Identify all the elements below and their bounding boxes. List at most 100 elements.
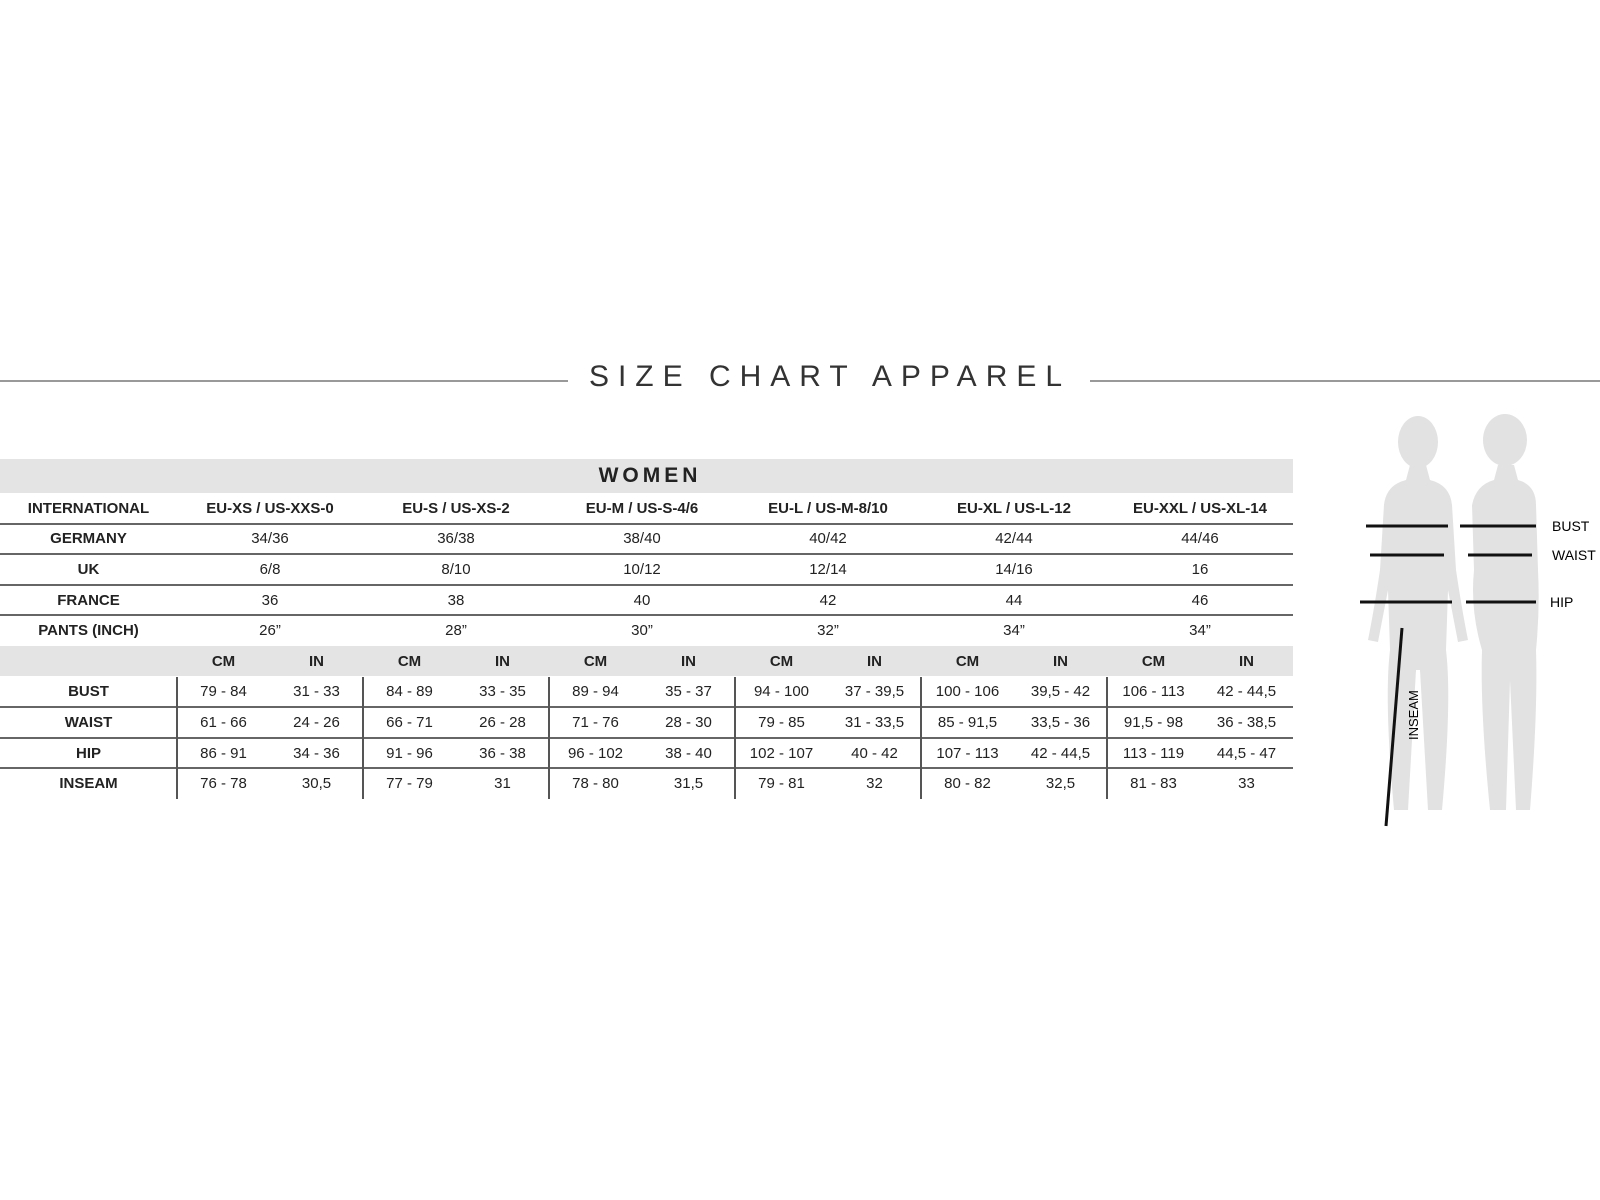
measure-cell: 38 - 40 bbox=[665, 744, 712, 762]
section-band bbox=[0, 459, 1293, 493]
measure-cell: 113 - 119 bbox=[1122, 744, 1185, 762]
measure-cell: 39,5 - 42 bbox=[1030, 683, 1091, 701]
size-cell: 32” bbox=[817, 622, 839, 640]
column-rule bbox=[734, 676, 736, 799]
title-rule bbox=[1090, 380, 1600, 382]
header-cell: EU-XXL / US-XL-14 bbox=[1133, 499, 1267, 517]
measure-cell: 79 - 81 bbox=[758, 775, 805, 793]
row-label: HIP bbox=[75, 744, 101, 762]
size-cell: 38 bbox=[447, 591, 465, 609]
measure-cell: 89 - 94 bbox=[572, 683, 619, 701]
measure-cell: 40 - 42 bbox=[851, 744, 898, 762]
column-rule bbox=[362, 676, 364, 799]
measure-cell: 91,5 - 98 bbox=[1123, 713, 1184, 731]
measure-cell: 81 - 83 bbox=[1130, 775, 1177, 793]
arrows bbox=[1360, 524, 1536, 827]
measure-cell: 32 bbox=[866, 775, 883, 793]
row-label: FRANCE bbox=[57, 591, 120, 609]
row-label: INSEAM bbox=[59, 775, 118, 793]
size-cell: 38/40 bbox=[623, 530, 661, 548]
figure-label: WAIST bbox=[1552, 547, 1596, 563]
measure-cell: 107 - 113 bbox=[936, 744, 999, 762]
measure-cell: 71 - 76 bbox=[572, 713, 619, 731]
measure-cell: 31 - 33,5 bbox=[844, 713, 905, 731]
row-rule bbox=[0, 583, 1293, 586]
size-cell: 42 bbox=[819, 591, 837, 609]
measure-cell: 106 - 113 bbox=[1122, 683, 1185, 701]
column-rule bbox=[1106, 676, 1108, 799]
size-cell: 12/14 bbox=[809, 560, 847, 578]
unit-cell: IN bbox=[1239, 652, 1254, 670]
measure-cell: 77 - 79 bbox=[386, 775, 433, 793]
measure-cell: 79 - 85 bbox=[758, 713, 805, 731]
measure-cell: 66 - 71 bbox=[386, 713, 433, 731]
measure-cell: 84 - 89 bbox=[386, 683, 433, 701]
measure-cell: 78 - 80 bbox=[572, 775, 619, 793]
size-cell: 36 bbox=[261, 591, 279, 609]
measure-cell: 33,5 - 36 bbox=[1030, 713, 1091, 731]
size-cell: 34/36 bbox=[251, 530, 289, 548]
size-cell: 30” bbox=[631, 622, 653, 640]
row-rule bbox=[0, 767, 1293, 770]
header-cell: INTERNATIONAL bbox=[27, 499, 150, 517]
title-rule bbox=[0, 380, 568, 382]
unit-cell: IN bbox=[1053, 652, 1068, 670]
measure-cell: 30,5 bbox=[301, 775, 332, 793]
row-rule bbox=[0, 553, 1293, 556]
measure-cell: 32,5 bbox=[1045, 775, 1076, 793]
size-cell: 26” bbox=[259, 622, 281, 640]
unit-cell: IN bbox=[867, 652, 882, 670]
measure-cell: 76 - 78 bbox=[200, 775, 247, 793]
size-cell: 40/42 bbox=[809, 530, 847, 548]
column-rule bbox=[548, 676, 550, 799]
unit-cell: CM bbox=[211, 652, 236, 670]
measure-cell: 102 - 107 bbox=[749, 744, 814, 762]
measure-cell: 31 - 33 bbox=[293, 683, 340, 701]
size-cell: 10/12 bbox=[623, 560, 661, 578]
row-rule bbox=[0, 522, 1293, 525]
measure-cell: 42 - 44,5 bbox=[1030, 744, 1091, 762]
row-label: GERMANY bbox=[50, 530, 127, 548]
size-cell: 44 bbox=[1005, 591, 1023, 609]
header-cell: EU-S / US-XS-2 bbox=[402, 499, 510, 517]
unit-band bbox=[0, 646, 1293, 676]
front-silhouette bbox=[1368, 416, 1468, 810]
unit-cell: CM bbox=[769, 652, 794, 670]
measure-cell: 28 - 30 bbox=[665, 713, 712, 731]
row-label: UK bbox=[77, 560, 100, 578]
row-label: PANTS (INCH) bbox=[38, 622, 139, 640]
figure-label: INSEAM bbox=[1406, 690, 1421, 740]
size-cell: 14/16 bbox=[995, 560, 1033, 578]
measure-cell: 26 - 28 bbox=[479, 713, 526, 731]
size-cell: 34” bbox=[1003, 622, 1025, 640]
unit-cell: CM bbox=[583, 652, 608, 670]
measure-cell: 44,5 - 47 bbox=[1216, 744, 1277, 762]
header-cell: EU-XL / US-L-12 bbox=[957, 499, 1071, 517]
measure-cell: 79 - 84 bbox=[200, 683, 247, 701]
measure-cell: 85 - 91,5 bbox=[937, 713, 998, 731]
row-rule bbox=[0, 706, 1293, 709]
column-rule bbox=[176, 676, 178, 799]
size-cell: 40 bbox=[633, 591, 651, 609]
size-cell: 46 bbox=[1191, 591, 1209, 609]
measure-cell: 33 bbox=[1238, 775, 1255, 793]
figure-label: HIP bbox=[1550, 594, 1573, 610]
measure-cell: 33 - 35 bbox=[479, 683, 526, 701]
measure-cell: 31 bbox=[494, 775, 511, 793]
measure-cell: 24 - 26 bbox=[293, 713, 340, 731]
unit-cell: IN bbox=[495, 652, 510, 670]
body-figure: BUST WAIST HIP INSEAM bbox=[1360, 414, 1596, 827]
unit-cell: CM bbox=[955, 652, 980, 670]
back-silhouette bbox=[1472, 414, 1539, 810]
measure-cell: 35 - 37 bbox=[665, 683, 712, 701]
size-cell: 44/46 bbox=[1181, 530, 1219, 548]
measure-cell: 100 - 106 bbox=[935, 683, 1000, 701]
row-label: WAIST bbox=[64, 713, 113, 731]
size-cell: 36/38 bbox=[437, 530, 475, 548]
measure-cell: 91 - 96 bbox=[386, 744, 433, 762]
size-cell: 42/44 bbox=[995, 530, 1033, 548]
row-rule bbox=[0, 736, 1293, 739]
size-cell: 8/10 bbox=[441, 560, 471, 578]
measure-cell: 37 - 39,5 bbox=[844, 683, 905, 701]
